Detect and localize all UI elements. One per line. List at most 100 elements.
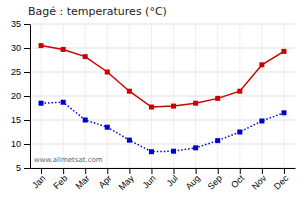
tick-mark bbox=[129, 168, 130, 174]
grid-line bbox=[30, 168, 295, 169]
marker bbox=[171, 104, 176, 109]
marker bbox=[149, 149, 154, 154]
marker bbox=[237, 130, 242, 135]
grid-line bbox=[30, 24, 295, 25]
chart: 5 10 15 20 25 30 35 JanFeb Mar AprMayJun Jul AugSep… bbox=[0, 0, 305, 200]
tick-label: 20 bbox=[11, 91, 21, 101]
tick-label: 35 bbox=[11, 19, 21, 29]
marker bbox=[39, 43, 44, 48]
marker bbox=[39, 101, 44, 106]
marker bbox=[215, 138, 220, 143]
tick-mark bbox=[174, 168, 175, 174]
grid-line bbox=[30, 96, 295, 97]
tick-mark bbox=[107, 168, 108, 174]
tick-mark bbox=[151, 168, 152, 174]
grid-line bbox=[30, 144, 295, 145]
x-tick: Nov bbox=[250, 168, 269, 192]
marker bbox=[171, 149, 176, 154]
marker bbox=[83, 118, 88, 123]
tick-label: Jan bbox=[30, 173, 47, 190]
marker bbox=[61, 100, 66, 105]
marker bbox=[193, 101, 198, 106]
y-tick: 30 bbox=[11, 43, 30, 53]
marker bbox=[127, 138, 132, 143]
tick-mark bbox=[24, 96, 30, 97]
tick-label: Dec bbox=[272, 173, 291, 192]
x-tick: Jul bbox=[165, 168, 180, 188]
x-tick: Dec bbox=[272, 168, 291, 192]
x-tick: Apr bbox=[97, 168, 114, 190]
grid-line bbox=[261, 24, 262, 168]
x-tick: Mar bbox=[74, 168, 92, 191]
grid-line bbox=[173, 24, 174, 168]
x-tick: May bbox=[117, 168, 136, 192]
tick-label: Sep bbox=[206, 173, 224, 191]
tick-mark bbox=[24, 24, 30, 25]
x-tick: Aug bbox=[184, 168, 202, 192]
grid-line bbox=[63, 24, 64, 168]
tick-label: 5 bbox=[16, 163, 21, 173]
x-tick: Jun bbox=[140, 168, 157, 190]
x-tick: Oct bbox=[229, 168, 246, 190]
tick-mark bbox=[218, 168, 219, 174]
tick-label: 25 bbox=[11, 67, 21, 77]
marker bbox=[215, 96, 220, 101]
tick-mark bbox=[24, 120, 30, 121]
tick-mark bbox=[63, 168, 64, 174]
title: Bagé : temperatures (°C) bbox=[28, 5, 167, 18]
tick-label: Apr bbox=[97, 173, 114, 190]
grid-line bbox=[129, 24, 130, 168]
y-tick: 5 bbox=[16, 163, 30, 173]
tick-mark bbox=[240, 168, 241, 174]
axis-line bbox=[30, 25, 31, 169]
grid-line bbox=[151, 24, 152, 168]
marker bbox=[259, 62, 264, 67]
tick-label: May bbox=[117, 173, 136, 192]
y-tick: 10 bbox=[11, 139, 30, 149]
tick-mark bbox=[85, 168, 86, 174]
tick-label: 15 bbox=[11, 115, 21, 125]
marker bbox=[281, 110, 286, 115]
tick-label: 10 bbox=[11, 139, 21, 149]
marker bbox=[127, 89, 132, 94]
tick-label: Nov bbox=[250, 173, 269, 192]
tick-mark bbox=[24, 144, 30, 145]
x-tick: Feb bbox=[51, 168, 69, 191]
tick-mark bbox=[24, 48, 30, 49]
tick-label: Mar bbox=[74, 173, 92, 191]
tick-mark bbox=[24, 168, 30, 169]
tick-mark bbox=[284, 168, 285, 174]
y-tick: 25 bbox=[11, 67, 30, 77]
tick-label: Jun bbox=[140, 173, 157, 190]
grid-line bbox=[30, 120, 295, 121]
series-line bbox=[41, 46, 284, 107]
x-tick: Sep bbox=[206, 168, 224, 192]
grid bbox=[30, 24, 295, 168]
grid-line bbox=[85, 24, 86, 168]
marker bbox=[83, 54, 88, 59]
annotation: www.allmetsat.com bbox=[34, 156, 103, 164]
marker bbox=[61, 47, 66, 52]
grid-line bbox=[107, 24, 108, 168]
marker bbox=[105, 70, 110, 75]
plot: 5 10 15 20 25 30 35 JanFeb Mar AprMayJun Jul AugSep… bbox=[11, 19, 296, 192]
marker bbox=[105, 125, 110, 130]
tick-label: Feb bbox=[51, 173, 69, 191]
tick-mark bbox=[262, 168, 263, 174]
marker bbox=[237, 89, 242, 94]
marker bbox=[149, 105, 154, 110]
series-line bbox=[41, 102, 284, 151]
axis-line bbox=[31, 168, 296, 169]
marker bbox=[259, 118, 264, 123]
tick-label: Aug bbox=[184, 173, 202, 191]
tick-label: Oct bbox=[229, 173, 246, 190]
y-tick: 35 bbox=[11, 19, 30, 29]
grid-line bbox=[283, 24, 284, 168]
marks bbox=[39, 43, 287, 154]
tick-mark bbox=[24, 72, 30, 73]
x-tick: Jan bbox=[30, 168, 47, 190]
grid-line bbox=[30, 48, 295, 49]
tick-label: 30 bbox=[11, 43, 21, 53]
tick-mark bbox=[196, 168, 197, 174]
marker bbox=[193, 145, 198, 150]
